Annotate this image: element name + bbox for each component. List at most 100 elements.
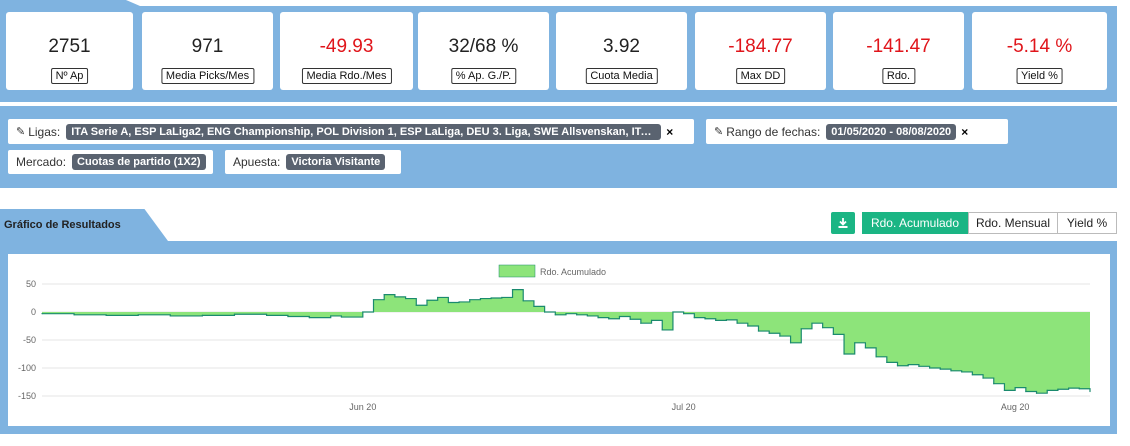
data-point [565,313,567,315]
tab-yield[interactable]: Yield % [1057,212,1117,234]
data-point [544,311,546,313]
data-point [757,330,760,332]
data-point [533,305,535,307]
stat-value: -184.77 [728,36,793,57]
data-point [490,297,492,299]
data-point [672,311,674,313]
stat-value: -5.14 % [1006,36,1073,57]
tab-rdo-mensual[interactable]: Rdo. Mensual [968,212,1058,234]
stat-label: Rdo. [881,68,916,84]
data-point [469,299,471,301]
data-point [950,370,952,372]
stat-card-cuota-media: 3.92 Cuota Media [556,12,687,90]
data-point [832,333,834,335]
stat-value: 971 [191,36,224,57]
stats-tab-decoration [0,0,140,6]
data-point [1003,389,1006,391]
filter-label: Mercado: [16,155,67,169]
pencil-icon[interactable]: ✎ [714,126,724,138]
data-point [501,296,503,299]
stat-card-media-picks: 971 Media Picks/Mes [142,12,273,90]
results-chart: 50 0 -50 -100 -150 Jun 20 Jul 20 Aug 20 Rdo. Ac… [18,264,1091,412]
data-point [896,365,899,367]
data-point [843,353,845,355]
filter-chip-fechas[interactable]: ✎ Rango de fechas: 01/05/2020 - 08/08/20… [706,119,1008,144]
chart-axes: 50 0 -50 -100 -150 Jun 20 Jul 20 Aug 20 [18,279,1029,412]
data-point [41,313,43,315]
y-tick-label: -50 [23,335,36,345]
x-tick-label: Jul 20 [672,402,696,412]
y-tick-label: -150 [18,391,36,401]
data-point [1035,392,1038,394]
stat-card-media-rdo: -49.93 Media Rdo./Mes [280,12,413,90]
filter-chip-apuesta[interactable]: Apuesta: Victoria Visitante [225,150,401,174]
data-point [618,315,621,318]
data-point [73,314,75,316]
data-point [704,318,706,320]
x-tick-label: Jun 20 [349,402,376,412]
data-point [907,364,909,366]
filter-value: ITA Serie A, ESP LaLiga2, ENG Championsh… [66,123,662,140]
data-point [1046,389,1048,391]
data-point [437,296,439,299]
data-point [287,315,289,318]
data-point [779,335,781,337]
chart-card: 50 0 -50 -100 -150 Jun 20 Jul 20 Aug 20 Rdo. Ac… [8,254,1110,426]
x-tick-label: Aug 20 [1001,402,1030,412]
data-point [479,297,482,300]
data-point [1025,390,1027,393]
filter-label: Ligas: [28,124,61,139]
data-point [928,367,931,369]
series-area [42,289,1090,394]
data-point [982,377,984,379]
stat-label: Yield % [1016,68,1063,84]
filter-value: 01/05/2020 - 08/08/2020 [826,123,957,140]
chart-section-title: Gráfico de Resultados [4,219,121,231]
filter-value: Cuotas de partido (1X2) [72,154,206,170]
data-point [330,315,332,317]
data-point [458,301,460,303]
data-point [725,319,728,321]
legend-swatch [498,264,536,278]
data-point [383,294,385,296]
data-point [522,300,524,302]
stat-card-rdo: -141.47 Rdo. [833,12,964,90]
download-icon [838,218,848,228]
filter-chip-ligas[interactable]: ✎ Ligas: ITA Serie A, ESP LaLiga2, ENG C… [8,119,694,144]
data-point [736,322,738,324]
stat-card-yield: -5.14 % Yield % [972,12,1107,90]
stat-label: Max DD [735,68,786,84]
filter-value: Victoria Visitante [286,154,386,170]
data-point [233,313,236,315]
data-point [993,383,995,385]
data-point [683,313,685,315]
data-point [554,314,556,316]
data-point [629,318,631,320]
data-point [1068,387,1070,389]
legend-label: Rdo. Acumulado [540,267,606,277]
y-tick-label: -100 [18,363,36,373]
chart-legend[interactable]: Rdo. Acumulado [498,264,606,278]
tab-rdo-acumulado[interactable]: Rdo. Acumulado [862,212,968,234]
data-point [426,299,428,301]
stat-value: 32/68 % [448,36,519,57]
stat-value: -141.47 [866,36,931,57]
data-point [597,317,599,319]
data-point [875,356,877,358]
stat-label: Media Rdo./Mes [301,68,392,84]
data-point [340,316,343,318]
data-point [137,314,139,316]
stat-label: Media Picks/Mes [160,68,255,84]
data-point [640,322,642,324]
data-point [201,314,204,316]
close-icon[interactable]: × [666,124,674,139]
data-point [608,318,610,320]
data-point [169,315,171,317]
download-button[interactable] [831,212,855,234]
filter-chip-mercado[interactable]: Mercado: Cuotas de partido (1X2) [8,150,213,174]
pencil-icon[interactable]: ✎ [16,126,26,138]
data-point [886,361,888,363]
data-point [971,374,973,376]
y-tick-label: 50 [26,279,36,289]
close-icon[interactable]: × [961,124,969,139]
